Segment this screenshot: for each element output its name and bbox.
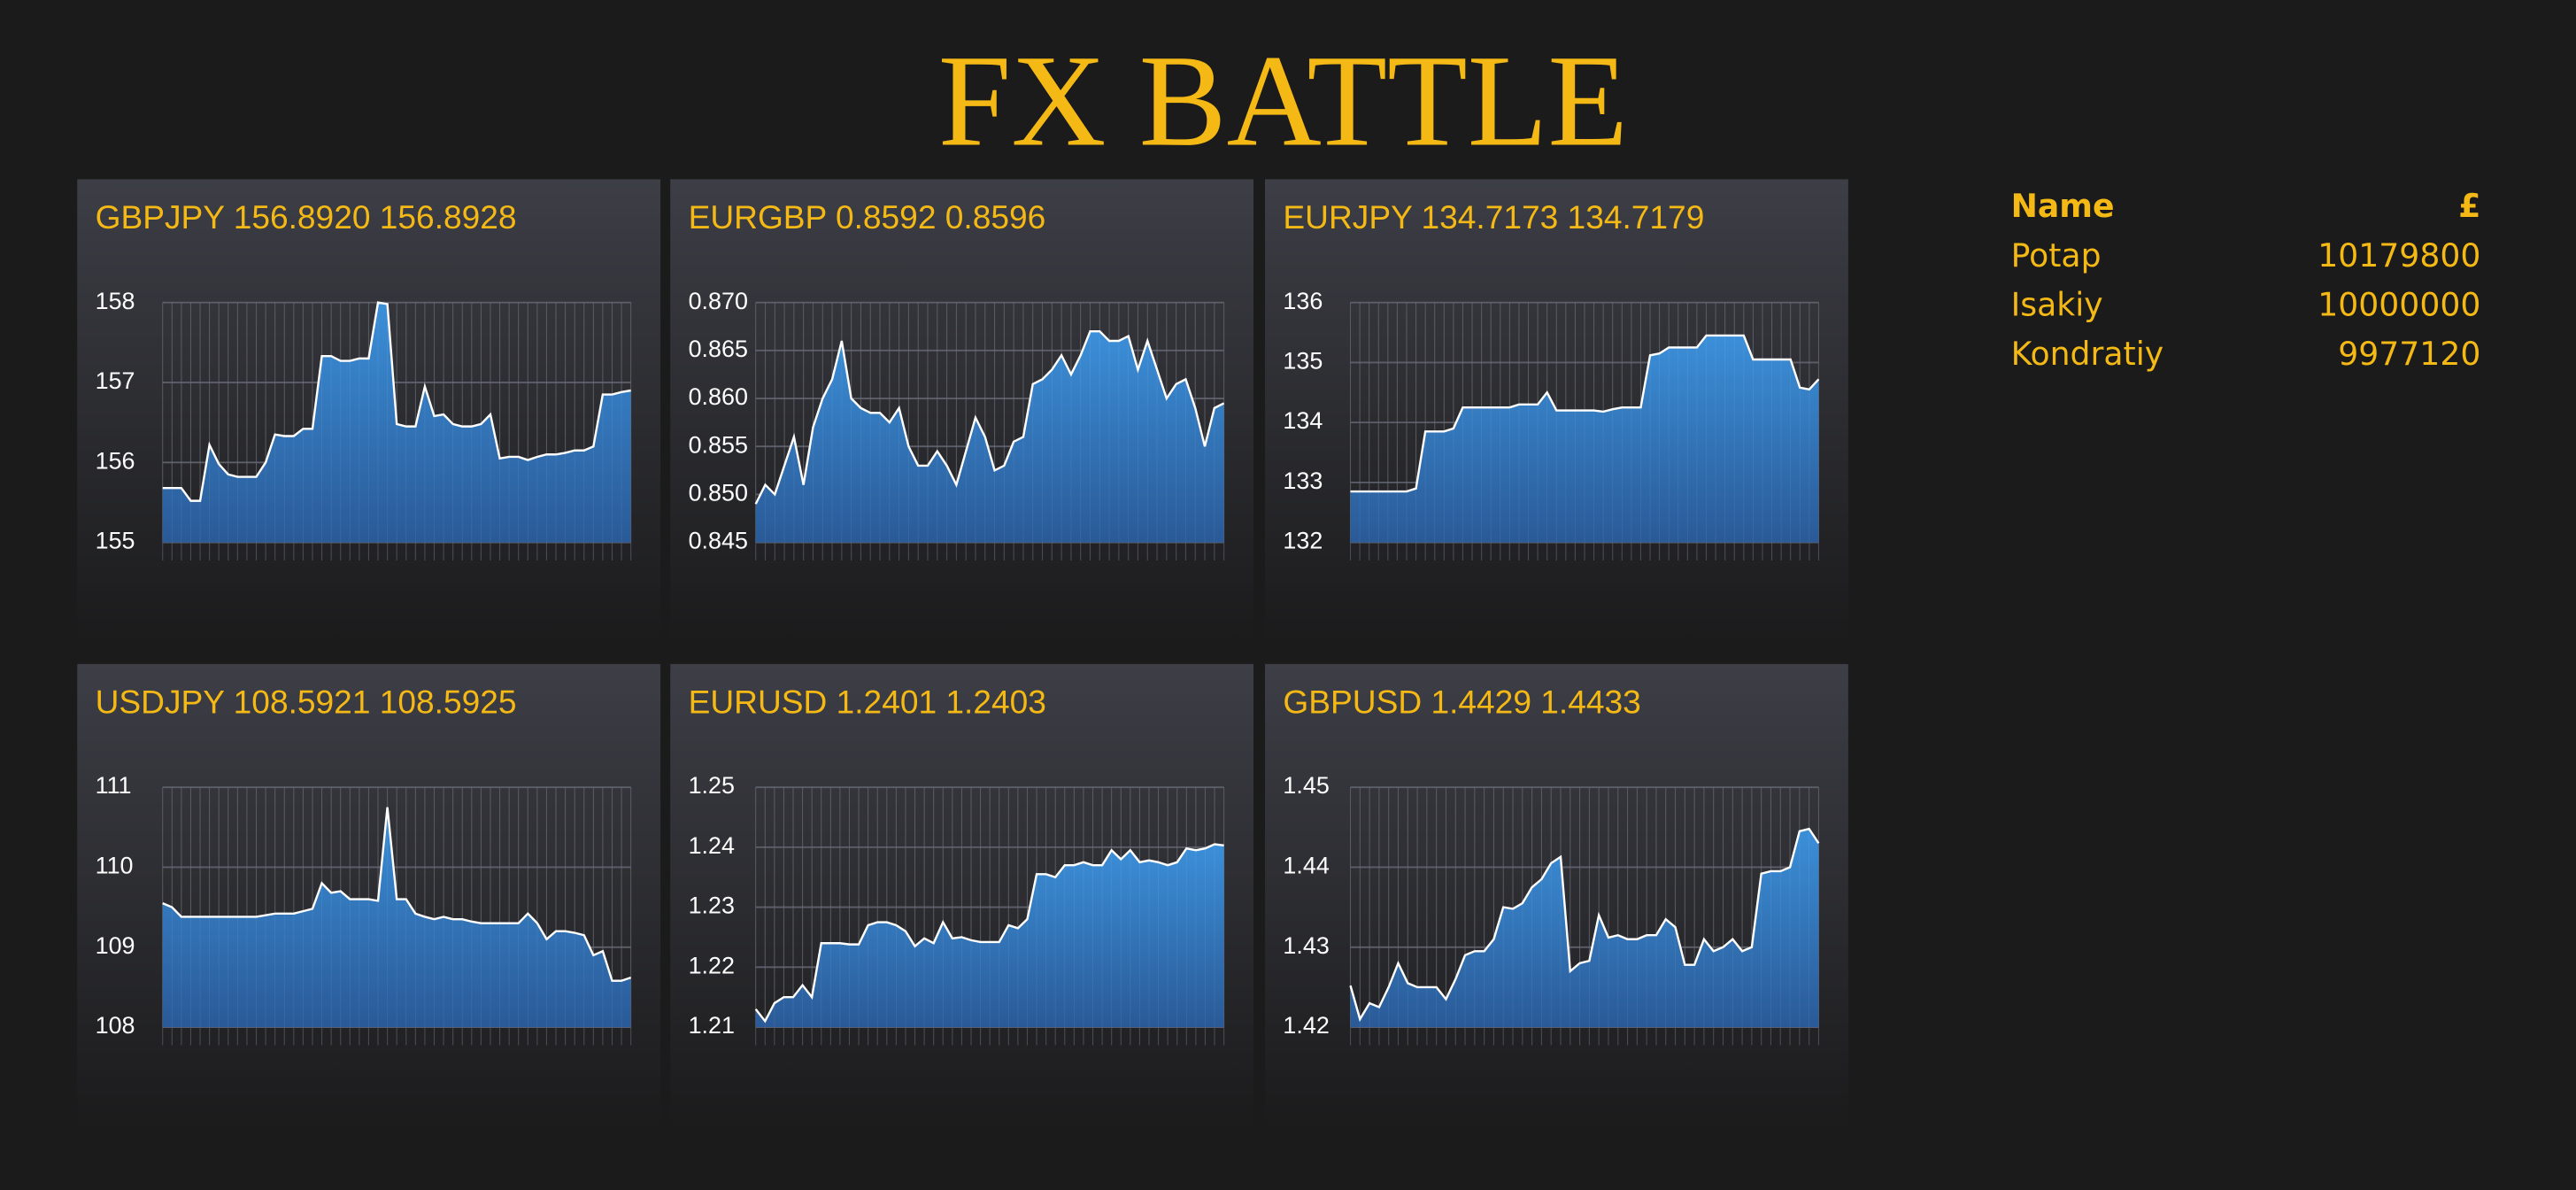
y-tick-label: 0.850 [689,480,748,506]
area [1350,829,1819,1028]
column-header: Name [2011,187,2115,225]
y-tick-label: 1.22 [689,952,735,978]
chart-title: GBPJPY 156.8920 156.8928 [96,198,517,236]
y-tick-label: 1.43 [1283,932,1329,959]
chart-title: EURUSD 1.2401 1.2403 [689,684,1046,721]
player-balance: 10179800 [2318,236,2480,274]
y-tick-label: 133 [1283,468,1323,494]
chart-panel: USDJPY 108.5921 108.5925 108 109 110 111 [77,663,661,1126]
player-balance: 9977120 [2338,335,2480,373]
y-tick-label: 0.860 [689,383,748,410]
y-tick-label: 109 [96,932,135,959]
line [1350,334,1820,493]
chart-panel: GBPUSD 1.4429 1.4433 1.42 1.43 1.44 1.45 [1265,663,1848,1126]
player-name: Kondratiy [2011,335,2164,373]
player-name: Potap [2011,236,2102,274]
y-tick-label: 156 [96,447,135,474]
y-tick-label: 155 [96,528,135,554]
area [162,807,631,1028]
column-header: £ [2458,187,2480,225]
y-tick-label: 134 [1283,407,1323,434]
y-tick-label: 1.21 [689,1012,735,1039]
y-tick-label: 157 [96,367,135,394]
y-tick-label: 135 [1283,348,1323,375]
y-tick-label: 158 [96,288,135,314]
y-tick-label: 1.25 [689,772,735,799]
leaderboard: Name £ Potap 10179800 Isakiy 10000000 Ko… [2011,187,2481,373]
chart-panel: EURUSD 1.2401 1.2403 1.21 1.22 1.23 1.24 1.25 [670,663,1254,1126]
chart-title: USDJPY 108.5921 108.5925 [96,684,517,721]
chart-title: GBPUSD 1.4429 1.4433 [1283,684,1640,721]
y-tick-label: 111 [96,772,132,799]
line [162,301,631,502]
chart-title: EURJPY 134.7173 134.7179 [1283,198,1704,236]
area [755,844,1224,1028]
chart-panel: GBPJPY 156.8920 156.8928 155 156 157 158 [77,179,661,641]
area [755,331,1224,543]
line [754,843,1224,1024]
line [162,807,632,982]
y-tick-label: 1.44 [1283,853,1329,879]
y-tick-label: 1.23 [689,892,735,919]
player-name: Isakiy [2011,286,2103,324]
y-tick-label: 110 [96,853,134,879]
y-tick-label: 1.42 [1283,1012,1329,1039]
y-tick-label: 0.870 [689,288,748,314]
app-title: FX BATTLE [938,28,1628,174]
chart-title: EURGBP 0.8592 0.8596 [689,198,1046,236]
y-tick-label: 136 [1283,288,1323,314]
area [1350,335,1819,543]
player-balance: 10000000 [2318,286,2480,324]
line [754,329,1225,505]
area [162,302,631,543]
y-tick-label: 1.24 [689,832,735,859]
y-tick-label: 1.45 [1283,772,1329,799]
y-tick-label: 108 [96,1012,135,1039]
chart-panel: EURGBP 0.8592 0.8596 0.845 0.850 0.855 0.860… [670,179,1254,641]
line [1349,827,1820,1023]
y-tick-label: 0.845 [689,528,748,554]
y-tick-label: 132 [1283,528,1323,554]
chart-panel: EURJPY 134.7173 134.7179 132 133 134 135 136 [1265,179,1848,641]
y-tick-label: 0.865 [689,336,748,362]
y-tick-label: 0.855 [689,431,748,458]
